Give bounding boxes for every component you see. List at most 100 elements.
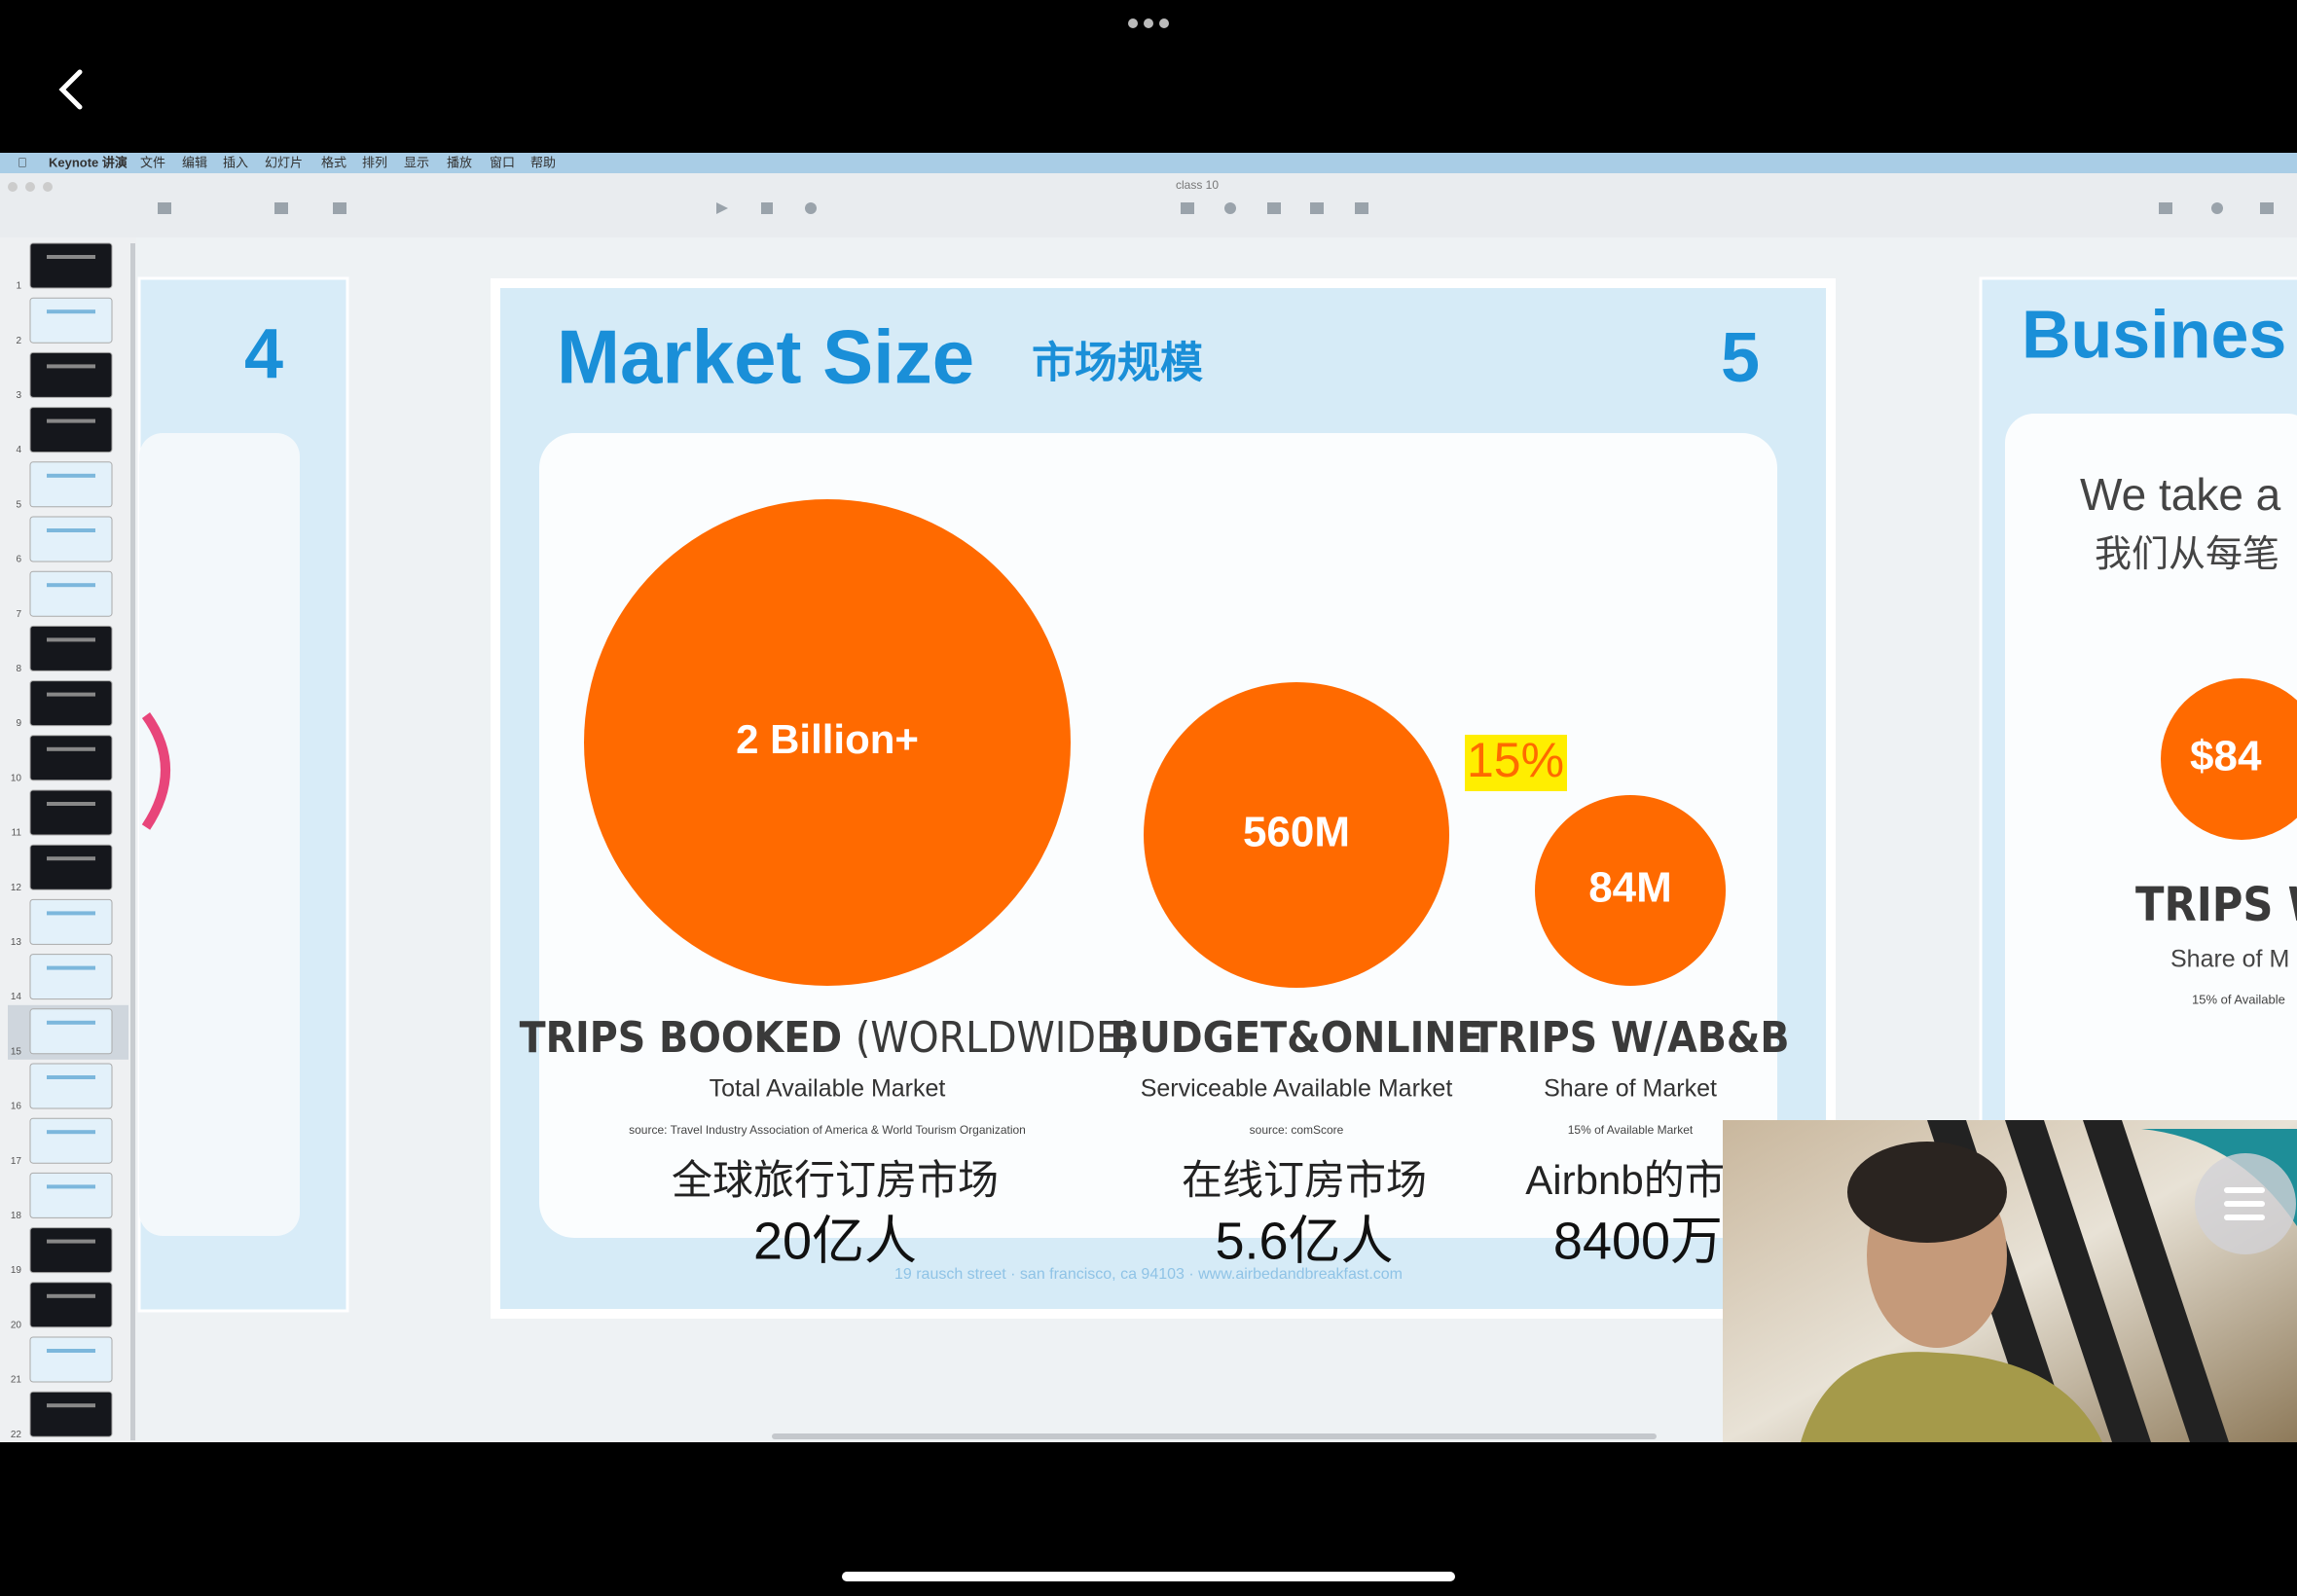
column-heading-light: (WORLDWIDE) <box>856 1013 1136 1063</box>
thumbnail-content <box>47 746 95 751</box>
column-label-cn: Airbnb的市 <box>1525 1157 1725 1203</box>
slide-thumbnail[interactable] <box>29 1117 113 1164</box>
menu-item[interactable]: 显示 <box>404 155 429 169</box>
document-title: class 10 <box>1176 178 1219 192</box>
slide-thumbnail[interactable] <box>29 898 113 945</box>
slide-thumbnail[interactable] <box>29 297 113 344</box>
slide-title: Market Size <box>557 314 974 400</box>
menu-item[interactable]: 幻灯片 <box>265 155 303 169</box>
thumbnail-content <box>47 473 95 478</box>
slide-thumbnail[interactable] <box>29 844 113 890</box>
slide-thumbnail[interactable] <box>29 1172 113 1218</box>
menu-app[interactable]: Keynote 讲演 <box>49 155 128 169</box>
column-subheading: Share of Market <box>1544 1075 1717 1103</box>
toolbar-icons[interactable] <box>158 202 2274 214</box>
thumbnail-content <box>47 1349 95 1353</box>
slide-number: 7 <box>16 609 21 620</box>
slide-number: 16 <box>11 1102 22 1112</box>
column-heading: TRIPS W/AB&B <box>1471 1013 1789 1063</box>
slide-thumbnail[interactable] <box>29 735 113 781</box>
canvas-scrollbar[interactable] <box>772 1433 1657 1439</box>
menu-item[interactable]: 文件 <box>140 155 165 169</box>
slide-thumbnail[interactable] <box>29 954 113 1000</box>
more-dots[interactable] <box>1128 18 1169 28</box>
column-heading: BUDGET&ONLINE <box>1110 1013 1482 1063</box>
menu-item[interactable]: 插入 <box>223 155 248 169</box>
toolbar <box>0 173 2297 237</box>
next-slide-title: Busines <box>2022 296 2286 372</box>
column-count-cn: 8400万 <box>1553 1212 1723 1270</box>
column-subheading: Serviceable Available Market <box>1141 1075 1453 1103</box>
home-indicator[interactable] <box>842 1572 1455 1581</box>
slide-thumbnail[interactable] <box>29 351 113 398</box>
thumbnail-content <box>47 637 95 642</box>
thumbnail-content <box>47 1130 95 1135</box>
slide-thumbnail[interactable] <box>29 1336 113 1383</box>
menu-item[interactable]: 播放 <box>447 155 472 169</box>
slide-number: 17 <box>11 1156 22 1167</box>
thumbnail-content <box>47 583 95 588</box>
column-heading: TRIPS BOOKED (WORLDWIDE) <box>520 1013 1136 1063</box>
next-slide-line: We take a <box>2080 469 2281 520</box>
thumbnail-content <box>47 528 95 532</box>
thumbnail-content <box>47 802 95 806</box>
thumbnail-content <box>47 911 95 916</box>
back-button[interactable] <box>58 69 83 110</box>
slide-number: 18 <box>11 1211 22 1221</box>
slide-number: 6 <box>16 555 21 565</box>
slide-thumbnail[interactable] <box>29 1008 113 1055</box>
slide-thumbnail[interactable] <box>29 1391 113 1437</box>
thumbnail-content <box>47 1293 95 1298</box>
thumbnail-content <box>47 692 95 697</box>
slide-thumbnail[interactable] <box>29 1282 113 1328</box>
menu-item[interactable]: 排列 <box>362 155 387 169</box>
thumbnail-content <box>47 856 95 861</box>
menu-item[interactable]: 格式 <box>321 155 346 169</box>
slide-thumbnail[interactable] <box>29 570 113 617</box>
next-slide-line: 我们从每笔 <box>2095 534 2279 575</box>
circle-value: 560M <box>1243 809 1350 856</box>
column-label-cn: 在线订房市场 <box>1182 1157 1427 1203</box>
slide-thumbnail[interactable] <box>29 516 113 562</box>
thumbnail-content <box>47 255 95 259</box>
menu-item[interactable]: 窗口 <box>490 155 515 169</box>
highlight-box <box>1465 735 1567 791</box>
column-count-cn: 20亿人 <box>753 1212 917 1270</box>
next-slide-circle <box>2161 678 2297 840</box>
thumbnail-content <box>47 1403 95 1408</box>
column-subheading: Total Available Market <box>710 1075 946 1103</box>
slide-thumbnail[interactable] <box>29 625 113 671</box>
thumbnail-content <box>47 309 95 314</box>
thumbnail-content <box>47 1075 95 1079</box>
apple-menu[interactable]:  <box>18 155 27 169</box>
navigator-scrollbar <box>130 243 135 1440</box>
slide-thumbnail[interactable] <box>29 407 113 453</box>
menu-item[interactable]: 编辑 <box>182 155 207 169</box>
video-overlay[interactable] <box>1723 1120 2297 1442</box>
slide-thumbnail[interactable] <box>29 461 113 508</box>
slide-number: 8 <box>16 664 21 674</box>
next-slide-source: 15% of Available <box>2192 992 2285 1006</box>
slide-thumbnail[interactable] <box>29 242 113 289</box>
slide-thumbnail[interactable] <box>29 680 113 727</box>
window-buttons[interactable] <box>8 182 53 192</box>
slide-thumbnail[interactable] <box>29 1227 113 1274</box>
list-icon <box>2224 1187 2265 1220</box>
slide-number: 10 <box>11 773 22 783</box>
slide-number: 22 <box>11 1430 22 1440</box>
slide-thumbnail[interactable] <box>29 1063 113 1109</box>
menu-bar <box>0 153 2297 173</box>
next-slide-heading: TRIPS W/ <box>2135 878 2297 932</box>
circle-large <box>584 499 1071 986</box>
next-slide-panel <box>2005 414 2297 1236</box>
next-slide-subheading: Share of M <box>2170 946 2289 973</box>
menu-item[interactable]: 帮助 <box>530 155 556 169</box>
slide-number: 5 <box>16 499 21 510</box>
slide-thumbnail[interactable] <box>29 789 113 836</box>
previous-slide-number: 4 <box>244 315 283 393</box>
previous-slide-panel <box>139 433 300 1236</box>
slide-number: 5 <box>1721 319 1760 397</box>
slide-number: 19 <box>11 1265 22 1276</box>
